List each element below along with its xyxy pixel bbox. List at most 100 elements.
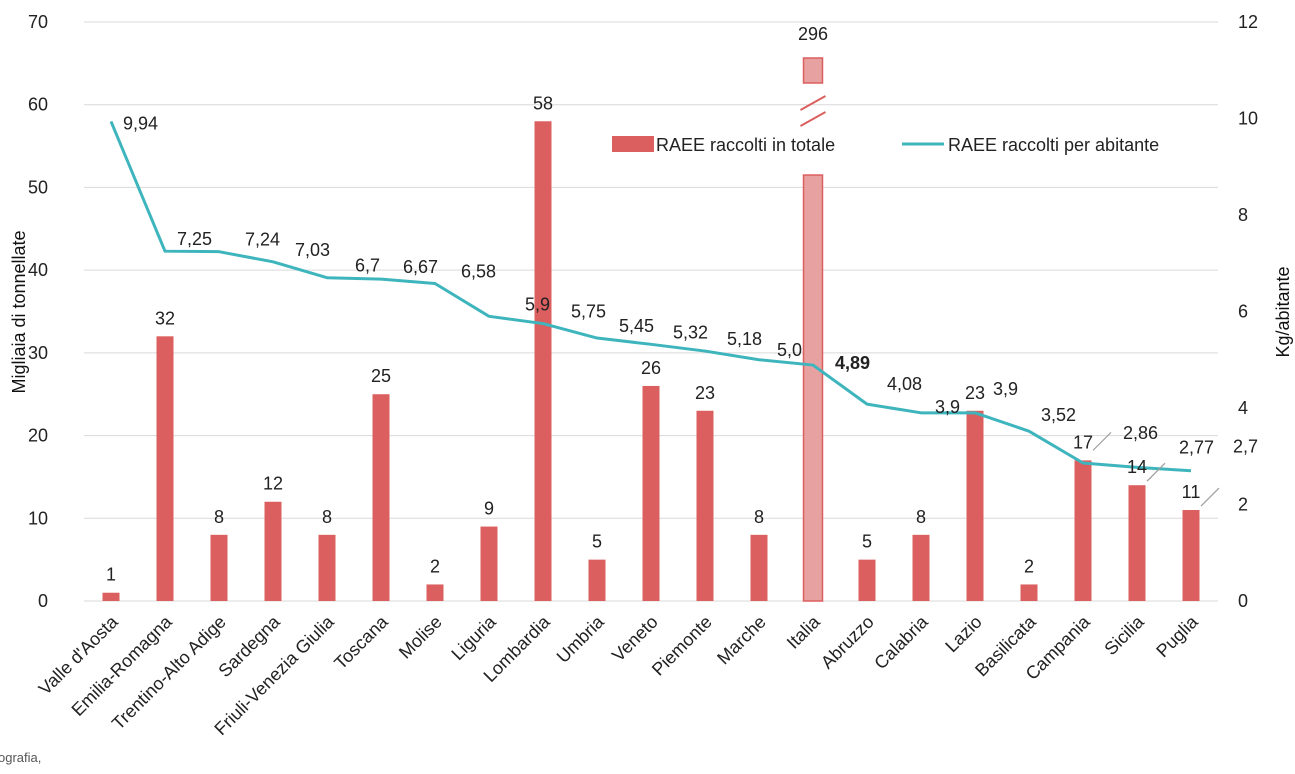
line-label: 5,75 [571, 302, 606, 322]
bar-label: 8 [754, 507, 764, 527]
bar-label: 5 [862, 532, 872, 552]
category-label: Calabria [870, 611, 932, 673]
bar-label: 14 [1127, 457, 1147, 477]
bar-label: 25 [371, 366, 391, 386]
right-tick-label: 4 [1238, 398, 1248, 418]
left-tick-label: 70 [28, 12, 48, 32]
bar-label: 296 [798, 24, 828, 44]
bar [1074, 460, 1092, 601]
right-axis-title: Kg/abitante [1273, 266, 1293, 357]
line-label: 5,18 [727, 329, 762, 349]
bar [156, 336, 174, 601]
line-label: 7,25 [177, 229, 212, 249]
label-leader-line [1146, 462, 1166, 482]
line-label: 2,86 [1123, 423, 1158, 443]
source-note: ografia, [0, 750, 42, 765]
category-label: Sicilia [1100, 611, 1148, 659]
legend-bar-label: RAEE raccolti in totale [656, 135, 835, 155]
category-label: Liguria [447, 611, 500, 664]
left-tick-label: 60 [28, 95, 48, 115]
left-tick-label: 10 [28, 508, 48, 528]
category-label: Marche [713, 612, 770, 669]
bar-series [102, 57, 1200, 602]
legend: RAEE raccolti in totale RAEE raccolti pe… [612, 135, 1159, 155]
line-label: 5,45 [619, 316, 654, 336]
bar-label: 26 [641, 358, 661, 378]
left-axis-ticks: 0 10 20 30 40 50 60 70 [28, 12, 48, 611]
bar-label: 1 [106, 565, 116, 585]
bar [534, 121, 552, 601]
line-label: 6,7 [355, 256, 380, 276]
category-label: Lazio [941, 612, 986, 657]
line-label: 4,08 [887, 374, 922, 394]
label-leader-line [1200, 487, 1220, 507]
bar-label: 23 [965, 383, 985, 403]
bar [966, 410, 984, 601]
line-label: 5,32 [673, 322, 708, 342]
bar-label: 2 [1024, 556, 1034, 576]
axis-break-mark [800, 111, 826, 127]
right-tick-label: 2 [1238, 495, 1248, 515]
category-label: Puglia [1152, 611, 1202, 661]
bar-cap [802, 57, 824, 84]
left-tick-label: 50 [28, 177, 48, 197]
line-label: 5,0 [777, 340, 802, 360]
bar [858, 559, 876, 601]
legend-line-label: RAEE raccolti per abitante [948, 135, 1159, 155]
category-tick-labels: Valle d'AostaEmilia-RomagnaTrentino-Alto… [35, 611, 1203, 739]
category-label: Toscana [330, 611, 392, 673]
bar [426, 584, 444, 601]
bar [1128, 485, 1146, 601]
left-tick-label: 20 [28, 426, 48, 446]
bar-label: 8 [916, 507, 926, 527]
line-label: 7,24 [245, 230, 280, 250]
line-label: 4,89 [835, 353, 870, 373]
bar-label: 12 [263, 474, 283, 494]
bar [696, 410, 714, 601]
bar-label: 23 [695, 383, 715, 403]
line-label: 3,9 [993, 379, 1018, 399]
bar [210, 534, 228, 601]
bar [1182, 510, 1200, 601]
category-label: Veneto [608, 612, 662, 666]
bar [102, 592, 120, 601]
right-tick-label: 12 [1238, 12, 1258, 32]
bar [1020, 584, 1038, 601]
right-tick-label: 8 [1238, 205, 1248, 225]
category-label: Molise [395, 612, 446, 663]
bar-label: 2 [430, 556, 440, 576]
left-tick-label: 40 [28, 260, 48, 280]
bar-label: 9 [484, 499, 494, 519]
category-label: Abruzzo [817, 612, 878, 673]
bar-label: 32 [155, 308, 175, 328]
line-label: 2,7 [1233, 437, 1258, 457]
line-label: 5,9 [525, 294, 550, 314]
bar [912, 534, 930, 601]
label-leader-line [1092, 431, 1112, 451]
category-label: Emilia-Romagna [68, 611, 177, 720]
line-label: 6,58 [461, 262, 496, 282]
left-tick-label: 30 [28, 343, 48, 363]
bar [750, 534, 768, 601]
line-label: 6,67 [403, 257, 438, 277]
bar-label: 58 [533, 93, 553, 113]
left-axis-title: Migliaia di tonnellate [9, 230, 29, 393]
bar [480, 526, 498, 601]
left-tick-label: 0 [38, 591, 48, 611]
axis-break-mark [800, 95, 826, 111]
bar-label: 5 [592, 532, 602, 552]
right-tick-label: 0 [1238, 591, 1248, 611]
category-label: Umbria [553, 611, 609, 667]
category-label: Piemonte [648, 612, 716, 680]
category-label: Italia [783, 611, 825, 653]
right-axis-ticks: 0 2 4 6 8 10 12 [1238, 12, 1258, 611]
legend-bar-swatch [612, 136, 654, 152]
bar [642, 385, 660, 601]
bar [588, 559, 606, 601]
bar [318, 534, 336, 601]
line-label: 9,94 [123, 113, 158, 133]
line-label: 3,52 [1041, 405, 1076, 425]
line-series [109, 120, 1192, 473]
line-label: 7,03 [295, 240, 330, 260]
